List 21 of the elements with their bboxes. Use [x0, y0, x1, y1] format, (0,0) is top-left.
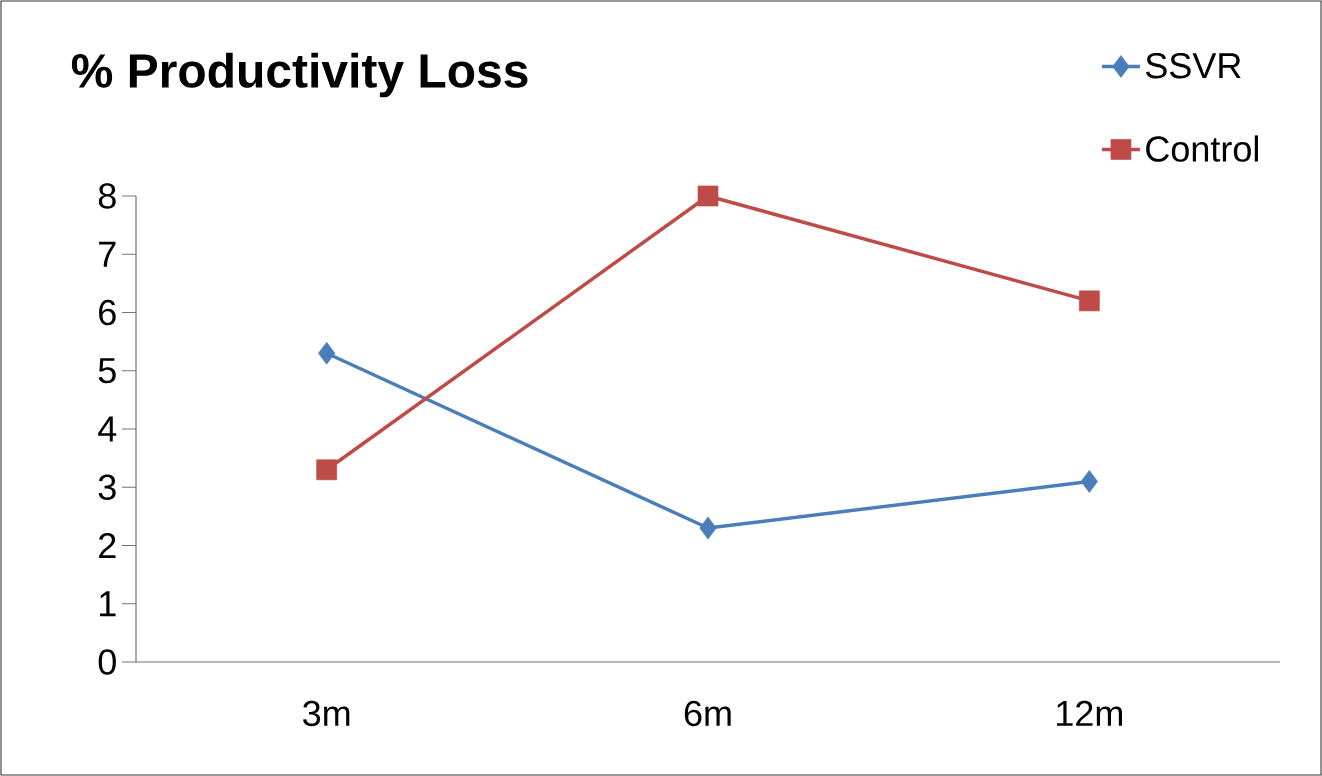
point: [316, 459, 338, 481]
y-tick-label: 6: [99, 299, 116, 326]
x-tick-label: 3m: [303, 700, 350, 727]
y-tick-label: 5: [98, 358, 116, 384]
point: [699, 516, 717, 540]
point: [318, 341, 336, 365]
y-tick-label: 7: [99, 241, 116, 267]
y-tick-label: 0: [98, 649, 116, 675]
point: [697, 185, 719, 207]
legend-label: Control: [1146, 135, 1258, 162]
y-tick-label: 2: [99, 532, 116, 559]
x-tick-label: 6m: [684, 700, 731, 727]
x-tick-label: 12m: [1057, 700, 1122, 726]
point: [1078, 290, 1100, 312]
y-tick-label: 8: [98, 183, 116, 209]
y-tick-label: 3: [98, 474, 116, 500]
y-tick-label: 1: [100, 591, 116, 617]
chart-title: % Productivity Loss: [71, 52, 528, 98]
point: [1080, 470, 1098, 493]
y-tick-label: 4: [98, 416, 117, 442]
legend-label: SSVR: [1145, 52, 1241, 79]
